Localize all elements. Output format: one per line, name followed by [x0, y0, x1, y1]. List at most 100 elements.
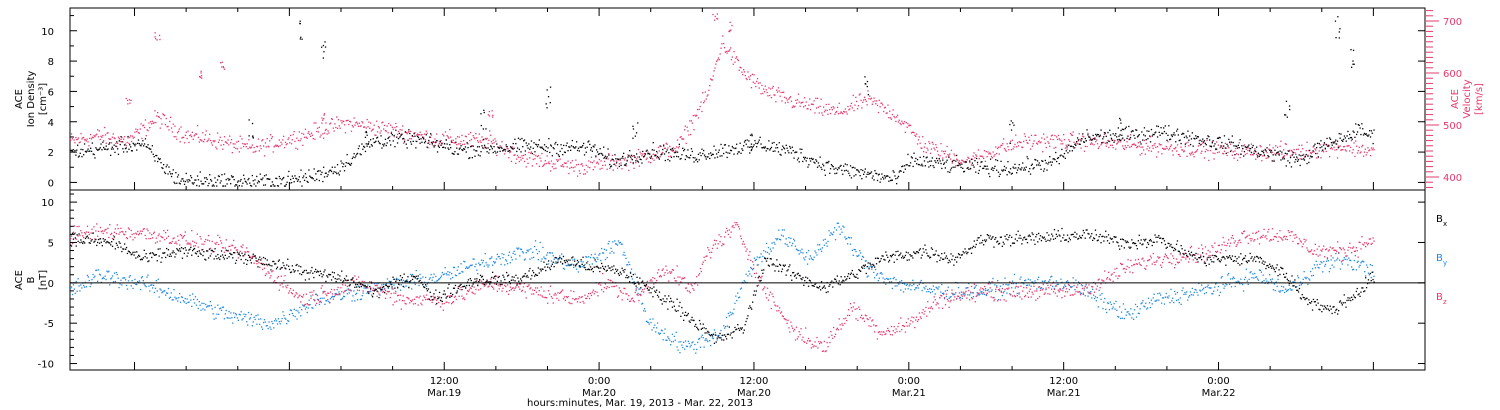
- density-series-point: [289, 182, 291, 184]
- density-series-point: [1186, 137, 1188, 139]
- bz-series-point: [171, 240, 173, 243]
- density-series-point: [1001, 169, 1003, 171]
- by-series-point: [235, 314, 238, 316]
- by-series-point: [1037, 278, 1039, 281]
- velocity-series-point: [1003, 147, 1006, 150]
- by-series-point: [1133, 318, 1135, 320]
- velocity-series-point: [1025, 139, 1027, 141]
- velocity-series-point: [758, 87, 760, 89]
- density-series-point: [831, 165, 833, 167]
- bz-series-point: [278, 289, 280, 291]
- bz-series-point: [133, 233, 135, 235]
- bz-series-point: [195, 242, 198, 244]
- velocity-series-spike: [716, 17, 718, 20]
- velocity-series-point: [745, 77, 747, 80]
- density-series-point: [230, 175, 233, 177]
- by-series-point: [538, 250, 540, 253]
- velocity-series-point: [1156, 156, 1158, 158]
- density-series-point: [1342, 138, 1345, 141]
- velocity-series-point: [636, 158, 638, 160]
- velocity-series-point: [886, 112, 888, 114]
- density-series-point: [1076, 141, 1078, 143]
- density-series-point: [150, 151, 153, 153]
- velocity-series-point: [993, 155, 995, 157]
- density-series-point: [428, 139, 430, 142]
- by-series-point: [237, 319, 239, 321]
- velocity-series-point: [574, 166, 576, 168]
- bz-series-point: [104, 229, 106, 231]
- by-series-point: [226, 317, 228, 319]
- bz-series-point: [204, 241, 206, 243]
- velocity-series-point: [1173, 147, 1175, 150]
- by-series-point: [1138, 312, 1140, 315]
- velocity-series-point: [932, 143, 934, 145]
- by-series-point: [1224, 285, 1226, 287]
- by-series-point: [1203, 293, 1206, 295]
- bz-series-point: [316, 302, 318, 304]
- velocity-series-point: [1186, 155, 1188, 157]
- density-series-point: [1093, 138, 1095, 140]
- density-series-point: [84, 150, 87, 153]
- density-series-spike: [483, 111, 485, 114]
- by-series-point: [913, 283, 915, 285]
- velocity-series-point: [407, 131, 409, 134]
- density-series-point: [1063, 156, 1065, 158]
- density-series-point: [803, 156, 805, 158]
- by-series-point: [758, 257, 760, 259]
- by-series-point: [257, 314, 259, 316]
- density-series-point: [918, 164, 920, 166]
- density-series-point: [196, 184, 198, 187]
- velocity-series-point: [816, 97, 819, 99]
- x-tick-date: Mar.21: [892, 388, 926, 399]
- velocity-series-point: [806, 108, 808, 110]
- bz-series-point: [129, 236, 131, 238]
- density-series-point: [629, 150, 631, 152]
- velocity-series-point: [322, 133, 324, 135]
- velocity-series-point: [852, 94, 854, 96]
- by-series-point: [274, 320, 276, 322]
- velocity-series-point: [539, 157, 541, 159]
- by-series-point: [1352, 268, 1355, 270]
- by-series-point: [1095, 300, 1097, 302]
- by-series-point: [1192, 294, 1194, 296]
- by-series-point: [645, 320, 648, 322]
- velocity-series-point: [260, 147, 262, 150]
- by-series-point: [413, 281, 416, 283]
- velocity-series-point: [396, 126, 398, 128]
- velocity-series-point: [105, 142, 107, 144]
- velocity-series-point: [1296, 148, 1298, 151]
- by-series-point: [856, 255, 858, 257]
- velocity-series-point: [141, 137, 143, 140]
- density-series-point: [987, 168, 989, 170]
- bz-series-point: [179, 244, 181, 246]
- bz-series-point: [197, 246, 199, 248]
- density-series-point: [727, 152, 729, 154]
- density-series-point: [423, 138, 425, 140]
- density-series-point: [550, 145, 553, 147]
- density-series-point: [421, 141, 423, 143]
- density-series-point: [735, 147, 737, 149]
- velocity-series-point: [216, 148, 218, 150]
- by-series-point: [924, 288, 926, 290]
- by-series-point: [287, 320, 289, 322]
- velocity-series-point: [845, 111, 847, 113]
- velocity-series-point: [540, 160, 542, 162]
- velocity-series-point: [1352, 149, 1354, 151]
- density-series-point: [1238, 147, 1240, 149]
- velocity-series-point: [150, 123, 153, 125]
- velocity-series-point: [878, 99, 880, 101]
- by-series-point: [781, 229, 784, 231]
- bz-series-point: [100, 231, 102, 233]
- by-series-point: [643, 310, 645, 312]
- density-series-point: [583, 154, 586, 156]
- density-series-point: [552, 147, 554, 149]
- velocity-series-point: [1328, 144, 1330, 146]
- density-series: [70, 16, 1375, 187]
- velocity-series-point: [854, 104, 856, 106]
- by-series-point: [667, 336, 669, 338]
- density-series-spike: [635, 132, 638, 134]
- density-series-point: [208, 182, 210, 185]
- density-series-point: [675, 151, 677, 153]
- velocity-series-point: [179, 141, 181, 143]
- density-series-point: [1348, 137, 1350, 140]
